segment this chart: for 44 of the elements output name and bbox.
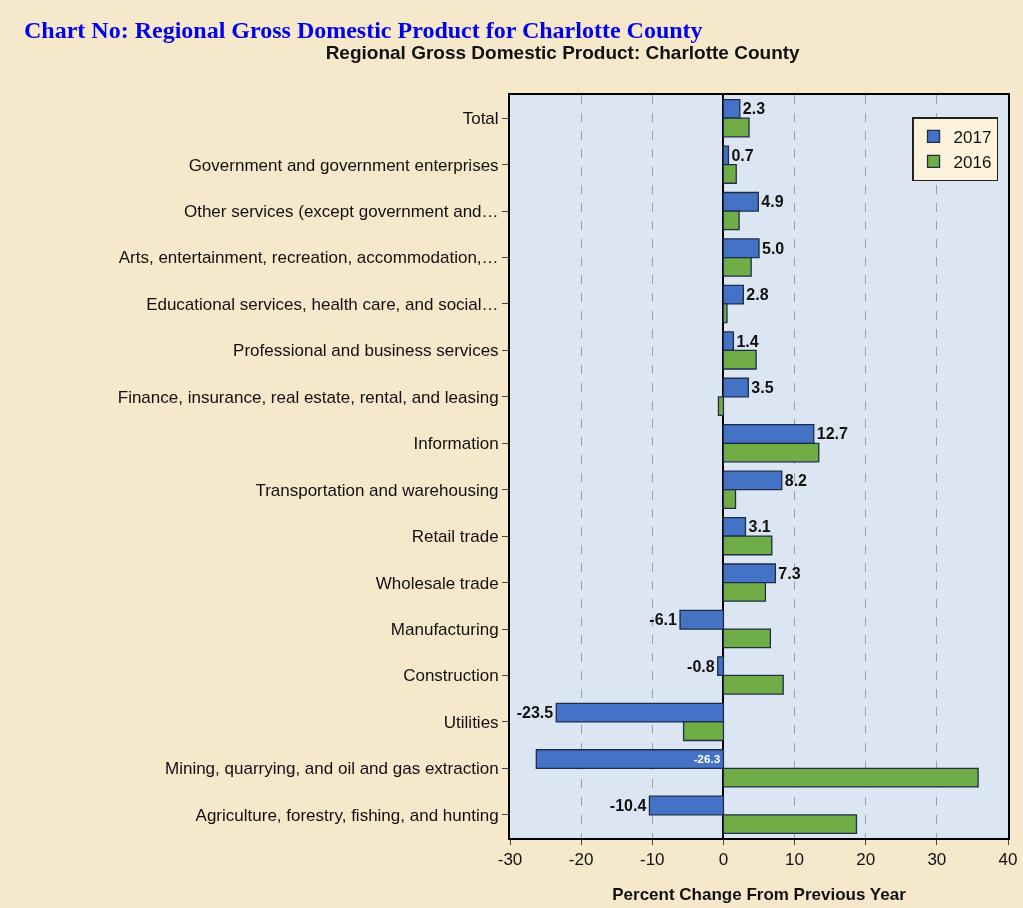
y-tick-label: Government and government enterprises: [188, 155, 499, 175]
data-label: 7.3: [778, 564, 801, 582]
data-label: -26.3: [693, 752, 721, 767]
y-tick-label: Professional and business services: [233, 341, 499, 361]
y-tick-label: Arts, entertainment, recreation, accommodation,…: [118, 248, 499, 268]
text: Chart No: Regional Gross Domestic Product for Charlotte County: [24, 17, 703, 43]
y-tick-label: Agriculture, forestry, fishing, and hunting: [195, 805, 499, 825]
y-tick-label: Total: [462, 109, 499, 129]
data-label: -0.8: [687, 657, 715, 675]
x-tick-label: 40: [998, 850, 1018, 870]
data-label: 8.2: [784, 471, 808, 489]
y-tick-label: Mining, quarrying, and oil and gas extraction: [165, 759, 499, 779]
y-tick-label: Transportation and warehousing: [255, 480, 499, 500]
data-label: 1.4: [736, 332, 759, 350]
y-tick-label: Construction: [403, 666, 499, 686]
x-tick-label: 10: [785, 850, 805, 870]
y-tick-label: Educational services, health care, and social…: [146, 294, 499, 314]
x-tick-label: 0: [718, 850, 729, 870]
data-label: 4.9: [761, 193, 784, 211]
y-tick-label: Wholesale trade: [375, 573, 499, 593]
data-label: 12.7: [816, 425, 849, 443]
data-label: 5.0: [762, 239, 785, 257]
data-label: 2.8: [746, 286, 769, 304]
y-tick-label: Other services (except government and…: [183, 202, 499, 222]
y-tick-label: Retail trade: [411, 527, 499, 547]
y-tick-label: Information: [413, 434, 499, 454]
x-tick-label: 30: [927, 850, 947, 870]
y-tick-label: Utilities: [443, 712, 499, 732]
y-tick-label: Finance, insurance, real estate, rental, and leasing: [117, 387, 499, 407]
x-tick-label: -30: [497, 850, 523, 870]
x-axis-title: Percent Change From Previous Year: [612, 885, 907, 904]
y-tick-label: Manufacturing: [390, 619, 499, 639]
data-label: -10.4: [609, 796, 647, 814]
legend-label: 2016: [953, 153, 992, 173]
x-tick-label: 20: [856, 850, 876, 870]
data-label: -23.5: [516, 704, 554, 722]
legend-label: 2017: [953, 127, 992, 147]
x-tick-label: -10: [640, 850, 665, 870]
data-label: 0.7: [731, 146, 754, 164]
data-label: 2.3: [742, 100, 766, 118]
data-label: -6.1: [649, 611, 678, 629]
x-tick-label: -20: [568, 850, 594, 870]
data-label: 3.5: [751, 379, 774, 397]
data-label: 3.1: [748, 518, 771, 536]
